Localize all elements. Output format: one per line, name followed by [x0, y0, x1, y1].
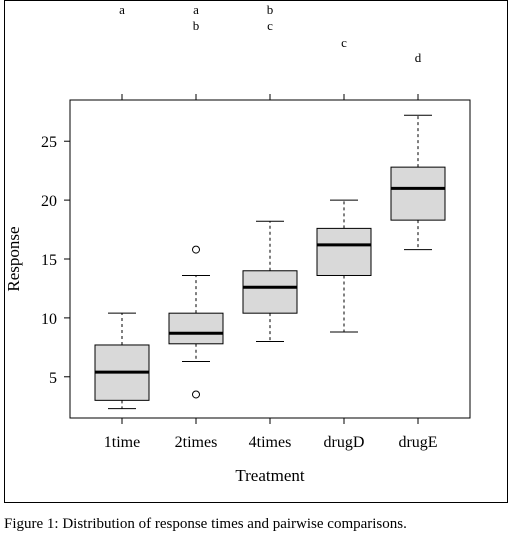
y-tick-label-5: 5: [49, 370, 57, 387]
y-tick-label-25: 25: [41, 134, 57, 151]
x-tick-label-1time: 1time: [104, 434, 140, 451]
x-tick-label-drugD: drugD: [324, 434, 365, 451]
group-letter-drugD-0: c: [341, 35, 347, 50]
x-tick-label-drugE: drugE: [398, 434, 437, 451]
x-tick-label-4times: 4times: [249, 434, 292, 451]
outlier-2times-1: [192, 390, 200, 399]
y-tick-label-10: 10: [41, 311, 57, 328]
group-letter-2times-1: b: [193, 18, 200, 33]
outlier-2times-0: [192, 245, 200, 254]
group-letter-4times-0: b: [267, 2, 274, 17]
x-tick-label-2times: 2times: [175, 434, 218, 451]
y-tick-label-20: 20: [41, 193, 57, 210]
box-4times: [242, 270, 298, 314]
group-letter-1time-0: a: [119, 2, 125, 17]
chart-frame: [4, 0, 508, 503]
box-2times: [168, 312, 224, 345]
group-letter-4times-1: c: [267, 18, 273, 33]
boxplot-chart: 5 10 15 20 25 1time 2times 4times drugD drugE Trea…: [4, 2, 471, 485]
box-drugD: [316, 227, 372, 276]
x-axis-title: Treatment: [235, 466, 305, 485]
figure-caption: Figure 1: Distribution of response times…: [4, 516, 407, 532]
y-tick-label-15: 15: [41, 252, 57, 269]
y-axis-title: Response: [4, 226, 23, 291]
group-letter-drugE-0: d: [415, 50, 422, 65]
box-drugE: [390, 166, 446, 221]
group-letter-2times-0: a: [193, 2, 199, 17]
